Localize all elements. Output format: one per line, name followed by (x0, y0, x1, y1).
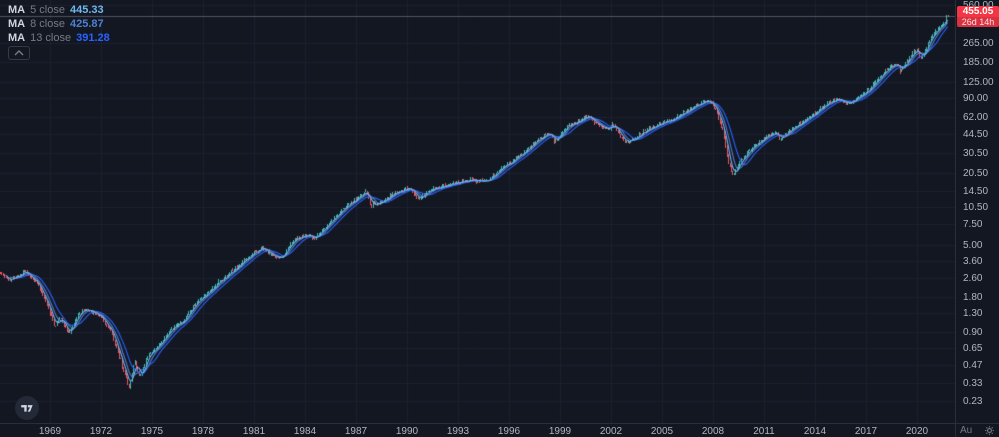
axis-corner: Au (955, 423, 999, 437)
price-tick-label: 20.50 (963, 168, 989, 180)
time-tick-label: 2020 (905, 426, 929, 437)
scale-settings-gear-icon[interactable] (984, 425, 995, 436)
indicator-legend: MA 5 close 445.33 MA 8 close 425.87 MA 1… (8, 3, 110, 45)
partial-time-label: Au (960, 425, 973, 436)
price-tick-label: 0.23 (963, 396, 983, 407)
legend-row-ma5[interactable]: MA 5 close 445.33 (8, 3, 110, 17)
legend-collapse-button[interactable] (8, 46, 30, 60)
tradingview-logo[interactable] (15, 396, 39, 420)
last-price-label: 455.05 (957, 6, 999, 17)
indicator-params: 13 close (30, 32, 72, 44)
time-tick-label: 1993 (446, 426, 470, 437)
time-tick-label: 1990 (395, 426, 419, 437)
time-tick-label: 2002 (599, 426, 623, 437)
price-tick-label: 0.65 (963, 343, 983, 355)
indicator-name: MA (8, 32, 26, 44)
time-tick-label: 1978 (191, 426, 215, 437)
price-tick-label: 14.50 (963, 185, 989, 197)
price-tick-label: 560.00 (963, 0, 994, 11)
legend-row-ma13[interactable]: MA 13 close 391.28 (8, 31, 110, 45)
tradingview-logo-icon (21, 405, 33, 412)
time-tick-label: 1996 (497, 426, 521, 437)
indicator-params: 5 close (30, 4, 65, 16)
time-tick-label: 1981 (242, 426, 266, 437)
price-tick-label: 7.50 (963, 219, 983, 231)
indicator-value: 391.28 (76, 32, 110, 44)
time-tick-label: 2014 (803, 426, 827, 437)
price-tick-label: 0.90 (963, 326, 983, 338)
price-tick-label: 125.00 (963, 76, 994, 88)
price-tick-label: 185.00 (963, 56, 994, 68)
price-tick-label: 1.30 (963, 308, 983, 320)
price-tick-label: 10.50 (963, 202, 989, 214)
price-chart-canvas[interactable] (0, 0, 955, 423)
time-tick-label: 1972 (89, 426, 113, 437)
chevron-up-icon (14, 50, 24, 56)
indicator-value: 445.33 (69, 4, 104, 16)
time-tick-label: 2011 (753, 426, 775, 437)
price-tick-label: 30.50 (963, 148, 989, 160)
legend-row-ma8[interactable]: MA 8 close 425.87 (8, 17, 110, 31)
indicator-name: MA (8, 4, 26, 16)
price-tick-label: 62.00 (963, 112, 989, 124)
last-price-badge: 455.05 26d 14h (957, 6, 999, 27)
bar-countdown-label: 26d 14h (957, 17, 999, 27)
time-tick-label: 1999 (548, 426, 572, 437)
price-tick-label: 265.00 (963, 38, 994, 50)
price-tick-label: 0.47 (963, 359, 983, 371)
price-tick-label: 90.00 (963, 93, 989, 105)
time-tick-label: 2005 (650, 426, 674, 437)
indicator-params: 8 close (30, 18, 65, 30)
price-tick-label: 0.33 (963, 377, 983, 389)
time-tick-label: 1975 (140, 426, 164, 437)
time-tick-label: 2017 (854, 426, 878, 437)
price-tick-label: 2.60 (963, 272, 983, 284)
price-tick-label: 3.60 (963, 256, 983, 268)
time-tick-label: 1969 (38, 426, 62, 437)
price-axis[interactable]: 455.05 26d 14h 560.00 265.00 185.00 125.00 9… (955, 0, 999, 423)
price-tick-label: 44.50 (963, 128, 989, 140)
indicator-name: MA (8, 18, 26, 30)
price-tick-label: 1.80 (963, 291, 983, 303)
indicator-value: 425.87 (69, 18, 104, 30)
time-tick-label: 2008 (701, 426, 725, 437)
time-tick-label: 1987 (344, 426, 368, 437)
price-tick-label: 5.00 (963, 239, 983, 251)
time-axis[interactable]: 1969 1972 1975 1978 1981 1984 1987 1990 1993 1996… (0, 423, 955, 437)
time-tick-label: 1984 (293, 426, 317, 437)
